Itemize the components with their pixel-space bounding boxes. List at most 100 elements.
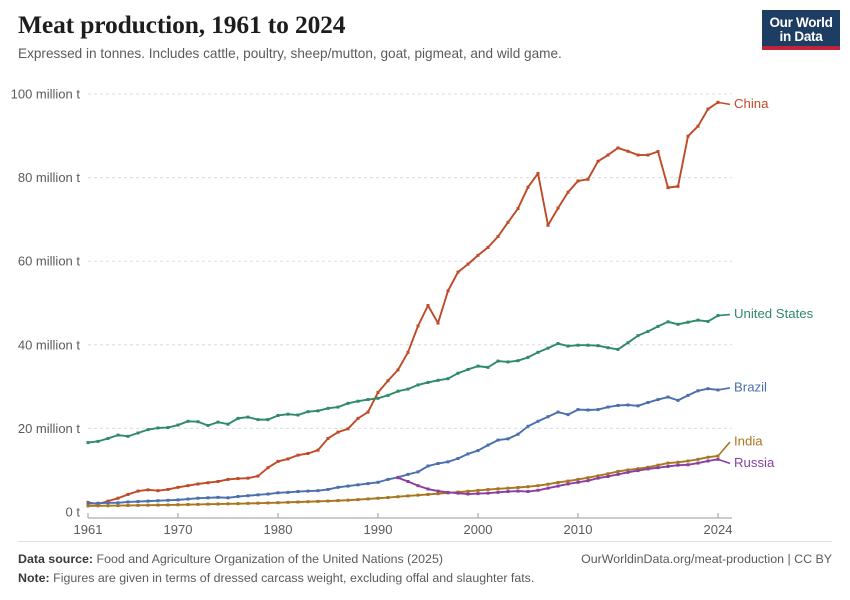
series-label-india[interactable]: India: [734, 433, 763, 448]
series-label-brazil[interactable]: Brazil: [734, 379, 767, 394]
series-label-russia[interactable]: Russia: [734, 455, 775, 470]
data-point: [396, 368, 400, 372]
data-point: [266, 466, 270, 470]
series-line-china[interactable]: [87, 101, 719, 506]
series-label-united-states[interactable]: United States: [734, 306, 814, 321]
series-line-russia[interactable]: [397, 458, 719, 495]
data-point: [186, 419, 190, 423]
data-point: [666, 464, 670, 468]
chart-header: Meat production, 1961 to 2024 Expressed …: [18, 10, 748, 63]
data-point: [216, 495, 220, 499]
data-point: [236, 502, 240, 506]
data-point: [446, 460, 450, 464]
data-point: [556, 480, 560, 484]
data-point: [526, 185, 530, 189]
data-point: [576, 480, 580, 484]
data-point: [426, 304, 430, 308]
data-point: [416, 470, 420, 474]
data-point: [216, 502, 220, 506]
data-point: [546, 346, 550, 350]
series-label-china[interactable]: China: [734, 96, 769, 111]
data-point: [136, 489, 140, 493]
data-point: [506, 490, 510, 494]
data-point: [546, 482, 550, 486]
x-axis-tick-label: 2024: [704, 522, 733, 537]
y-axis-tick-labels: 0 t 20 million t 40 million t 60 million t 8…: [11, 87, 81, 520]
y-axis-tick-label: 0 t: [66, 505, 81, 520]
series-label-connector: [717, 387, 731, 391]
data-point: [286, 412, 290, 416]
data-point: [356, 416, 360, 420]
data-point: [686, 134, 690, 138]
data-point: [126, 434, 130, 438]
data-point: [456, 491, 460, 495]
data-point: [296, 490, 300, 494]
data-point: [216, 420, 220, 424]
data-point: [686, 320, 690, 324]
data-point: [106, 501, 110, 505]
data-point: [336, 430, 340, 434]
data-point: [226, 496, 230, 500]
data-point: [346, 401, 350, 405]
footer-link[interactable]: OurWorldinData.org/meat-production | CC …: [581, 552, 832, 567]
data-point: [366, 410, 370, 414]
data-point: [106, 436, 110, 440]
data-point: [166, 487, 170, 491]
series-line-brazil[interactable]: [87, 387, 719, 505]
data-point: [516, 207, 520, 211]
data-point: [286, 457, 290, 461]
data-point: [406, 350, 410, 354]
data-point: [206, 496, 210, 500]
data-point: [526, 490, 530, 494]
data-point: [426, 464, 430, 468]
data-point: [226, 502, 230, 506]
data-point: [516, 359, 520, 363]
series-line-united-states[interactable]: [87, 314, 719, 444]
chart-subtitle: Expressed in tonnes. Includes cattle, po…: [18, 46, 562, 62]
data-point: [296, 413, 300, 417]
x-axis-tick-label: 2000: [464, 522, 493, 537]
data-point: [706, 107, 710, 111]
data-point: [616, 146, 620, 150]
data-point: [466, 492, 470, 496]
data-point: [126, 503, 130, 507]
data-point: [246, 494, 250, 498]
x-axis: [87, 513, 732, 519]
data-point: [606, 153, 610, 157]
data-point: [696, 389, 700, 393]
data-point: [346, 498, 350, 502]
data-point: [546, 415, 550, 419]
data-point: [256, 501, 260, 505]
data-point: [86, 504, 90, 508]
data-point: [406, 387, 410, 391]
data-point: [436, 492, 440, 496]
y-axis-tick-label: 60 million t: [18, 254, 81, 269]
data-point: [266, 492, 270, 496]
data-point: [486, 491, 490, 495]
data-point: [386, 379, 390, 383]
owid-logo-line1: Our World: [769, 15, 833, 31]
data-point: [496, 490, 500, 494]
data-point: [666, 395, 670, 399]
owid-logo[interactable]: Our World in Data: [762, 10, 840, 50]
data-point: [236, 495, 240, 499]
data-point: [436, 462, 440, 466]
series-line-india[interactable]: [87, 455, 719, 507]
data-point: [316, 409, 320, 413]
data-point: [356, 399, 360, 403]
data-point: [476, 492, 480, 496]
data-point: [346, 484, 350, 488]
footer-source-text: Food and Agriculture Organization of the…: [96, 552, 443, 567]
data-point: [146, 503, 150, 507]
data-point: [156, 489, 160, 493]
data-point: [556, 484, 560, 488]
data-point: [586, 177, 590, 181]
data-point: [676, 463, 680, 467]
data-point: [586, 343, 590, 347]
data-point: [366, 497, 370, 501]
footer-note-row: Note: Figures are given in terms of dres…: [18, 570, 832, 588]
data-point: [306, 451, 310, 455]
data-point: [236, 416, 240, 420]
data-series: [86, 100, 720, 508]
